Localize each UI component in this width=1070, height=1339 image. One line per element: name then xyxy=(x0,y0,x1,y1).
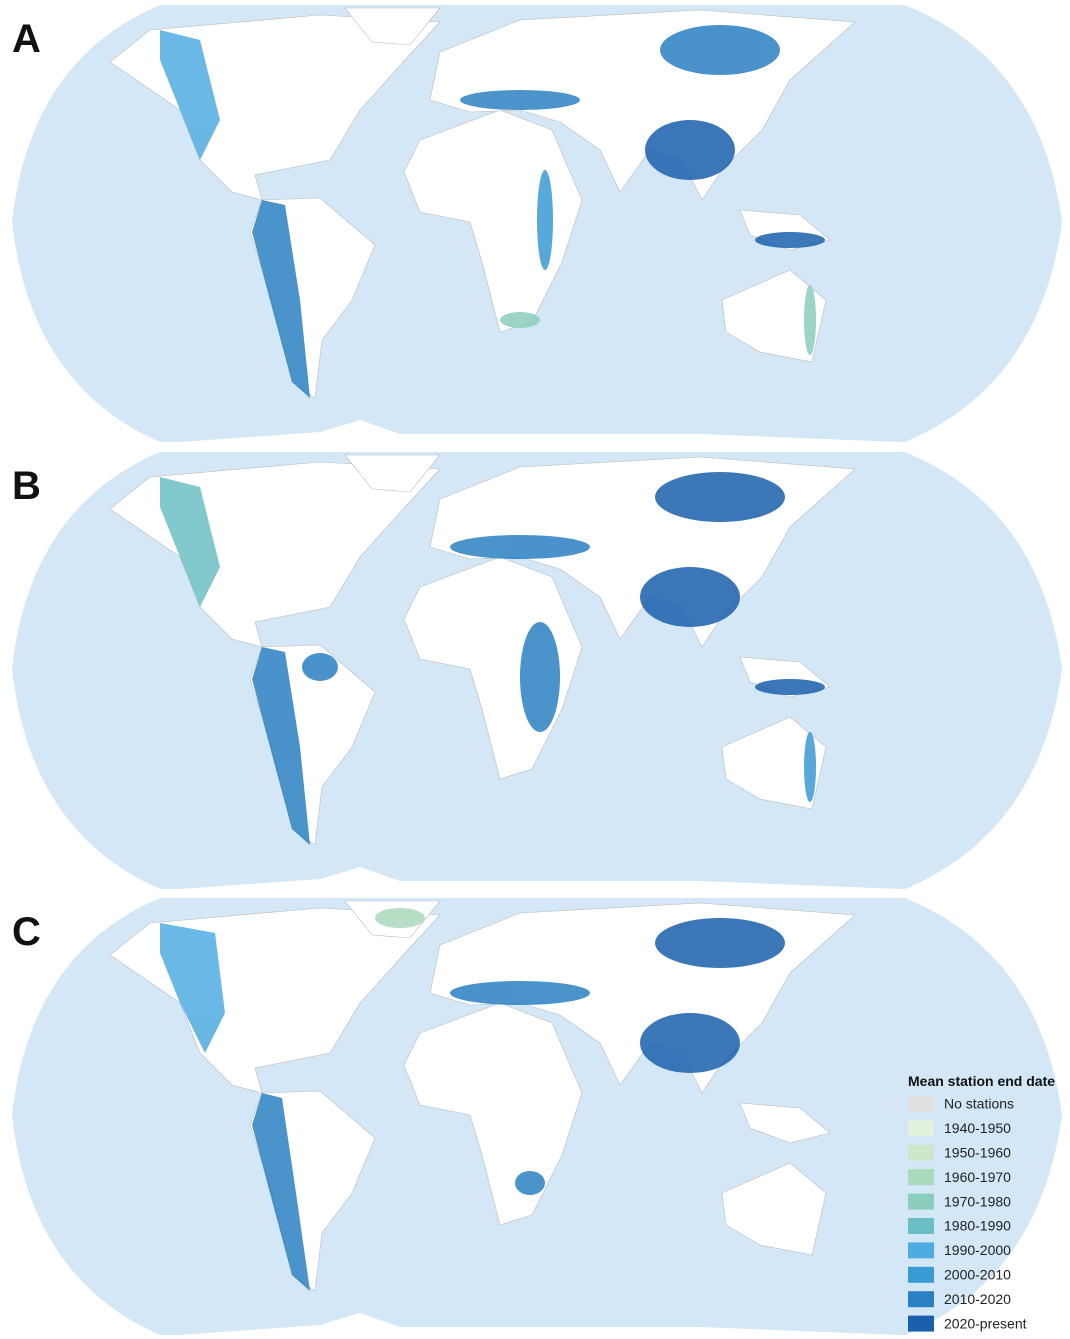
legend-swatch xyxy=(908,1144,934,1161)
legend-label: 1940-1950 xyxy=(944,1120,1011,1136)
legend-title: Mean station end date xyxy=(908,1073,1055,1089)
legend-swatch xyxy=(908,1218,934,1234)
legend-swatch xyxy=(908,1169,934,1186)
legend-swatch xyxy=(908,1096,934,1112)
legend-label: 1960-1970 xyxy=(944,1169,1011,1185)
legend-label: 1950-1960 xyxy=(944,1145,1011,1161)
legend-label: No stations xyxy=(944,1096,1014,1112)
legend: Mean station end date No stations 1940-19… xyxy=(908,1073,1055,1332)
map-panel: C xyxy=(11,897,1063,1336)
map-panel: B xyxy=(11,451,1063,890)
map-panel: A xyxy=(11,4,1063,443)
legend-label: 2010-2020 xyxy=(944,1291,1011,1307)
legend-label: 1980-1990 xyxy=(944,1218,1011,1234)
legend-label: 1990-2000 xyxy=(944,1242,1011,1258)
legend-swatch xyxy=(908,1291,934,1308)
legend-swatch xyxy=(908,1315,934,1332)
panel-label: C xyxy=(12,910,41,954)
legend-label: 1970-1980 xyxy=(944,1193,1011,1209)
legend-swatch xyxy=(908,1266,934,1283)
legend-swatch xyxy=(908,1120,934,1137)
legend-label: 2000-2010 xyxy=(944,1267,1011,1283)
legend-swatch xyxy=(908,1193,934,1210)
panel-label: B xyxy=(12,464,41,508)
legend-swatch xyxy=(908,1242,934,1259)
panel-label: A xyxy=(12,17,41,61)
legend-label: 2020-present xyxy=(944,1315,1027,1331)
